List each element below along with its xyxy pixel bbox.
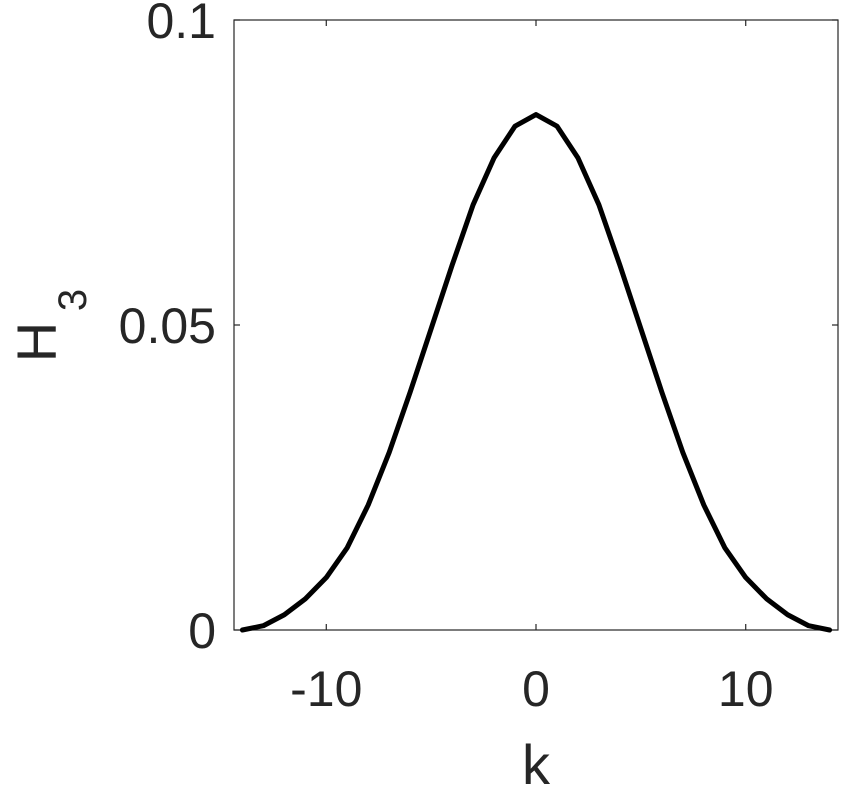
y-axis-label-subscript: 3 (51, 289, 95, 311)
y-tick-label: 0.05 (119, 298, 216, 354)
y-tick-label: 0.1 (146, 0, 216, 49)
y-tick-label: 0 (188, 603, 216, 659)
plot-frame (233, 19, 839, 631)
tick-labels: -10 0 10 0 0.05 0.1 (119, 0, 774, 717)
x-tick-label: -10 (290, 661, 362, 717)
tick-marks (234, 19, 838, 631)
x-axis-label: k (522, 733, 551, 790)
series-line (239, 112, 833, 633)
x-tick-label: 10 (718, 661, 774, 717)
x-tick-label: 0 (522, 661, 550, 717)
y-axis-label-group: H 3 (5, 289, 95, 362)
y-axis-label: H (5, 322, 68, 362)
